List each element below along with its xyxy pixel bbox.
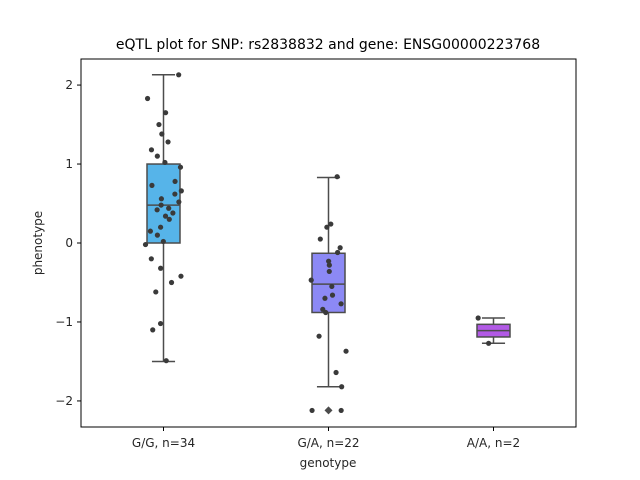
- data-point: [165, 139, 171, 145]
- data-point: [160, 238, 166, 245]
- data-point: [329, 292, 336, 298]
- x-tick-label: G/G, n=34: [132, 436, 195, 450]
- data-point: [323, 309, 329, 316]
- data-point: [308, 277, 314, 283]
- data-point: [170, 210, 176, 216]
- strip-points-layer: [142, 72, 492, 414]
- data-point: [335, 249, 341, 256]
- x-tick-label: G/A, n=22: [297, 436, 359, 450]
- data-point: [339, 384, 345, 390]
- data-point: [316, 333, 322, 339]
- data-point: [172, 191, 178, 197]
- data-point: [317, 236, 323, 242]
- data-point: [338, 301, 344, 307]
- data-point: [162, 110, 169, 116]
- chart-title: eQTL plot for SNP: rs2838832 and gene: E…: [116, 37, 540, 53]
- data-point: [178, 188, 184, 194]
- data-point: [148, 256, 154, 262]
- y-axis-title: phenotype: [31, 211, 45, 275]
- data-point: [337, 245, 343, 251]
- data-point: [343, 348, 349, 354]
- data-point: [177, 164, 184, 170]
- data-point: [178, 273, 184, 279]
- data-point: [150, 327, 156, 333]
- data-point: [154, 207, 160, 213]
- axes-layer: −2 −1 0 1 2 G/G, n=34 G/A, n=22 A/A, n=2: [55, 58, 577, 450]
- data-point: [324, 224, 330, 230]
- y-tick-label: 1: [65, 157, 73, 171]
- data-point: [176, 72, 182, 78]
- data-point: [326, 268, 332, 275]
- data-point: [322, 295, 328, 301]
- outlier-marker: [324, 406, 333, 415]
- x-tick-label: A/A, n=2: [467, 436, 520, 450]
- data-point: [475, 315, 481, 321]
- data-point: [166, 205, 172, 211]
- y-tick-label: −1: [55, 315, 73, 329]
- data-point: [162, 159, 168, 166]
- data-point: [326, 262, 332, 268]
- data-point: [148, 147, 155, 153]
- data-point: [158, 202, 164, 208]
- data-point: [334, 174, 340, 180]
- data-point: [309, 407, 315, 414]
- data-point: [168, 279, 175, 286]
- y-tick-label: −2: [55, 394, 73, 408]
- data-point: [158, 265, 164, 271]
- data-point: [159, 131, 165, 137]
- data-point: [162, 213, 169, 219]
- data-point: [172, 178, 178, 185]
- y-tick-label: 2: [65, 78, 73, 92]
- x-axis-title: genotype: [300, 456, 357, 470]
- data-point: [149, 182, 155, 188]
- data-point: [154, 153, 160, 159]
- data-point: [326, 258, 332, 264]
- data-point: [147, 228, 153, 234]
- box-group: [476, 317, 511, 345]
- data-point: [176, 199, 182, 205]
- data-point: [156, 121, 162, 128]
- data-point: [163, 358, 169, 364]
- data-point: [142, 241, 149, 248]
- data-point: [158, 196, 165, 202]
- data-point: [157, 224, 164, 230]
- data-point: [144, 95, 151, 102]
- data-point: [157, 320, 164, 327]
- data-point: [328, 221, 334, 227]
- data-point: [329, 283, 335, 290]
- data-point: [166, 216, 172, 222]
- y-tick-label: 0: [65, 236, 73, 250]
- data-point: [338, 407, 344, 414]
- data-point: [153, 289, 159, 295]
- data-point: [486, 340, 492, 346]
- data-point: [154, 232, 160, 238]
- data-point: [333, 369, 339, 376]
